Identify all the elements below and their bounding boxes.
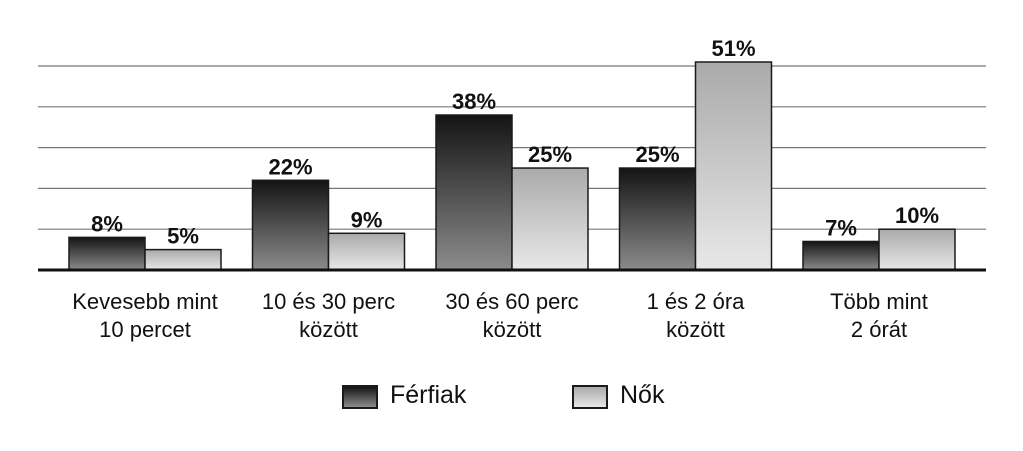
x-tick-label: Több mint 2 órát bbox=[787, 288, 971, 344]
data-label-ferfiak: 25% bbox=[635, 142, 679, 167]
legend: Férfiak Nők bbox=[0, 380, 1023, 414]
bar-ferfiak bbox=[251, 179, 330, 271]
bar-nok bbox=[511, 167, 589, 271]
x-tick-label-line: Több mint bbox=[830, 289, 928, 314]
bar-ferfiak bbox=[68, 236, 146, 271]
bar-ferfiak bbox=[435, 114, 513, 271]
x-tick-label: 10 és 30 perc között bbox=[237, 288, 421, 344]
x-tick-label-line: Kevesebb mint bbox=[72, 289, 218, 314]
legend-label-ferfiak: Férfiak bbox=[390, 381, 467, 409]
legend-swatch-nok bbox=[572, 385, 608, 409]
x-tick-label-line: között bbox=[299, 317, 358, 342]
bar-nok bbox=[694, 61, 773, 271]
data-label-nok: 51% bbox=[711, 36, 755, 61]
x-tick-label-line: 1 és 2 óra bbox=[646, 289, 745, 314]
x-tick-label: 30 és 60 perc között bbox=[420, 288, 604, 344]
data-label-ferfiak: 38% bbox=[452, 89, 496, 114]
data-label-nok: 25% bbox=[528, 142, 572, 167]
bar-ferfiak bbox=[802, 240, 880, 271]
x-tick-label-line: között bbox=[482, 317, 542, 342]
bar-ferfiak bbox=[618, 167, 697, 271]
x-tick-label-line: között bbox=[666, 317, 725, 342]
x-tick-label: 1 és 2 óra között bbox=[604, 288, 788, 344]
x-tick-label-line: 10 és 30 perc bbox=[261, 289, 396, 314]
data-label-ferfiak: 22% bbox=[268, 154, 312, 179]
data-label-nok: 5% bbox=[167, 224, 199, 249]
x-tick-label-line: 2 órát bbox=[850, 317, 908, 342]
data-label-ferfiak: 8% bbox=[91, 211, 123, 236]
x-tick-label: Kevesebb mint 10 percet bbox=[53, 288, 237, 344]
legend-swatch-ferfiak bbox=[342, 385, 378, 409]
bar-nok bbox=[327, 232, 406, 271]
legend-label-nok: Nők bbox=[620, 381, 665, 409]
data-label-ferfiak: 7% bbox=[825, 215, 857, 240]
bar-nok bbox=[144, 248, 222, 271]
x-tick-label-line: 30 és 60 perc bbox=[445, 289, 579, 314]
data-labels: 8% 22% 38% 25% 7% 5% 9% 25% 51% 10% bbox=[91, 36, 939, 249]
data-label-nok: 10% bbox=[895, 203, 939, 228]
bar-nok bbox=[878, 228, 956, 271]
data-label-nok: 9% bbox=[351, 207, 383, 232]
x-tick-label-line: 10 percet bbox=[99, 317, 191, 342]
bars bbox=[68, 61, 956, 271]
